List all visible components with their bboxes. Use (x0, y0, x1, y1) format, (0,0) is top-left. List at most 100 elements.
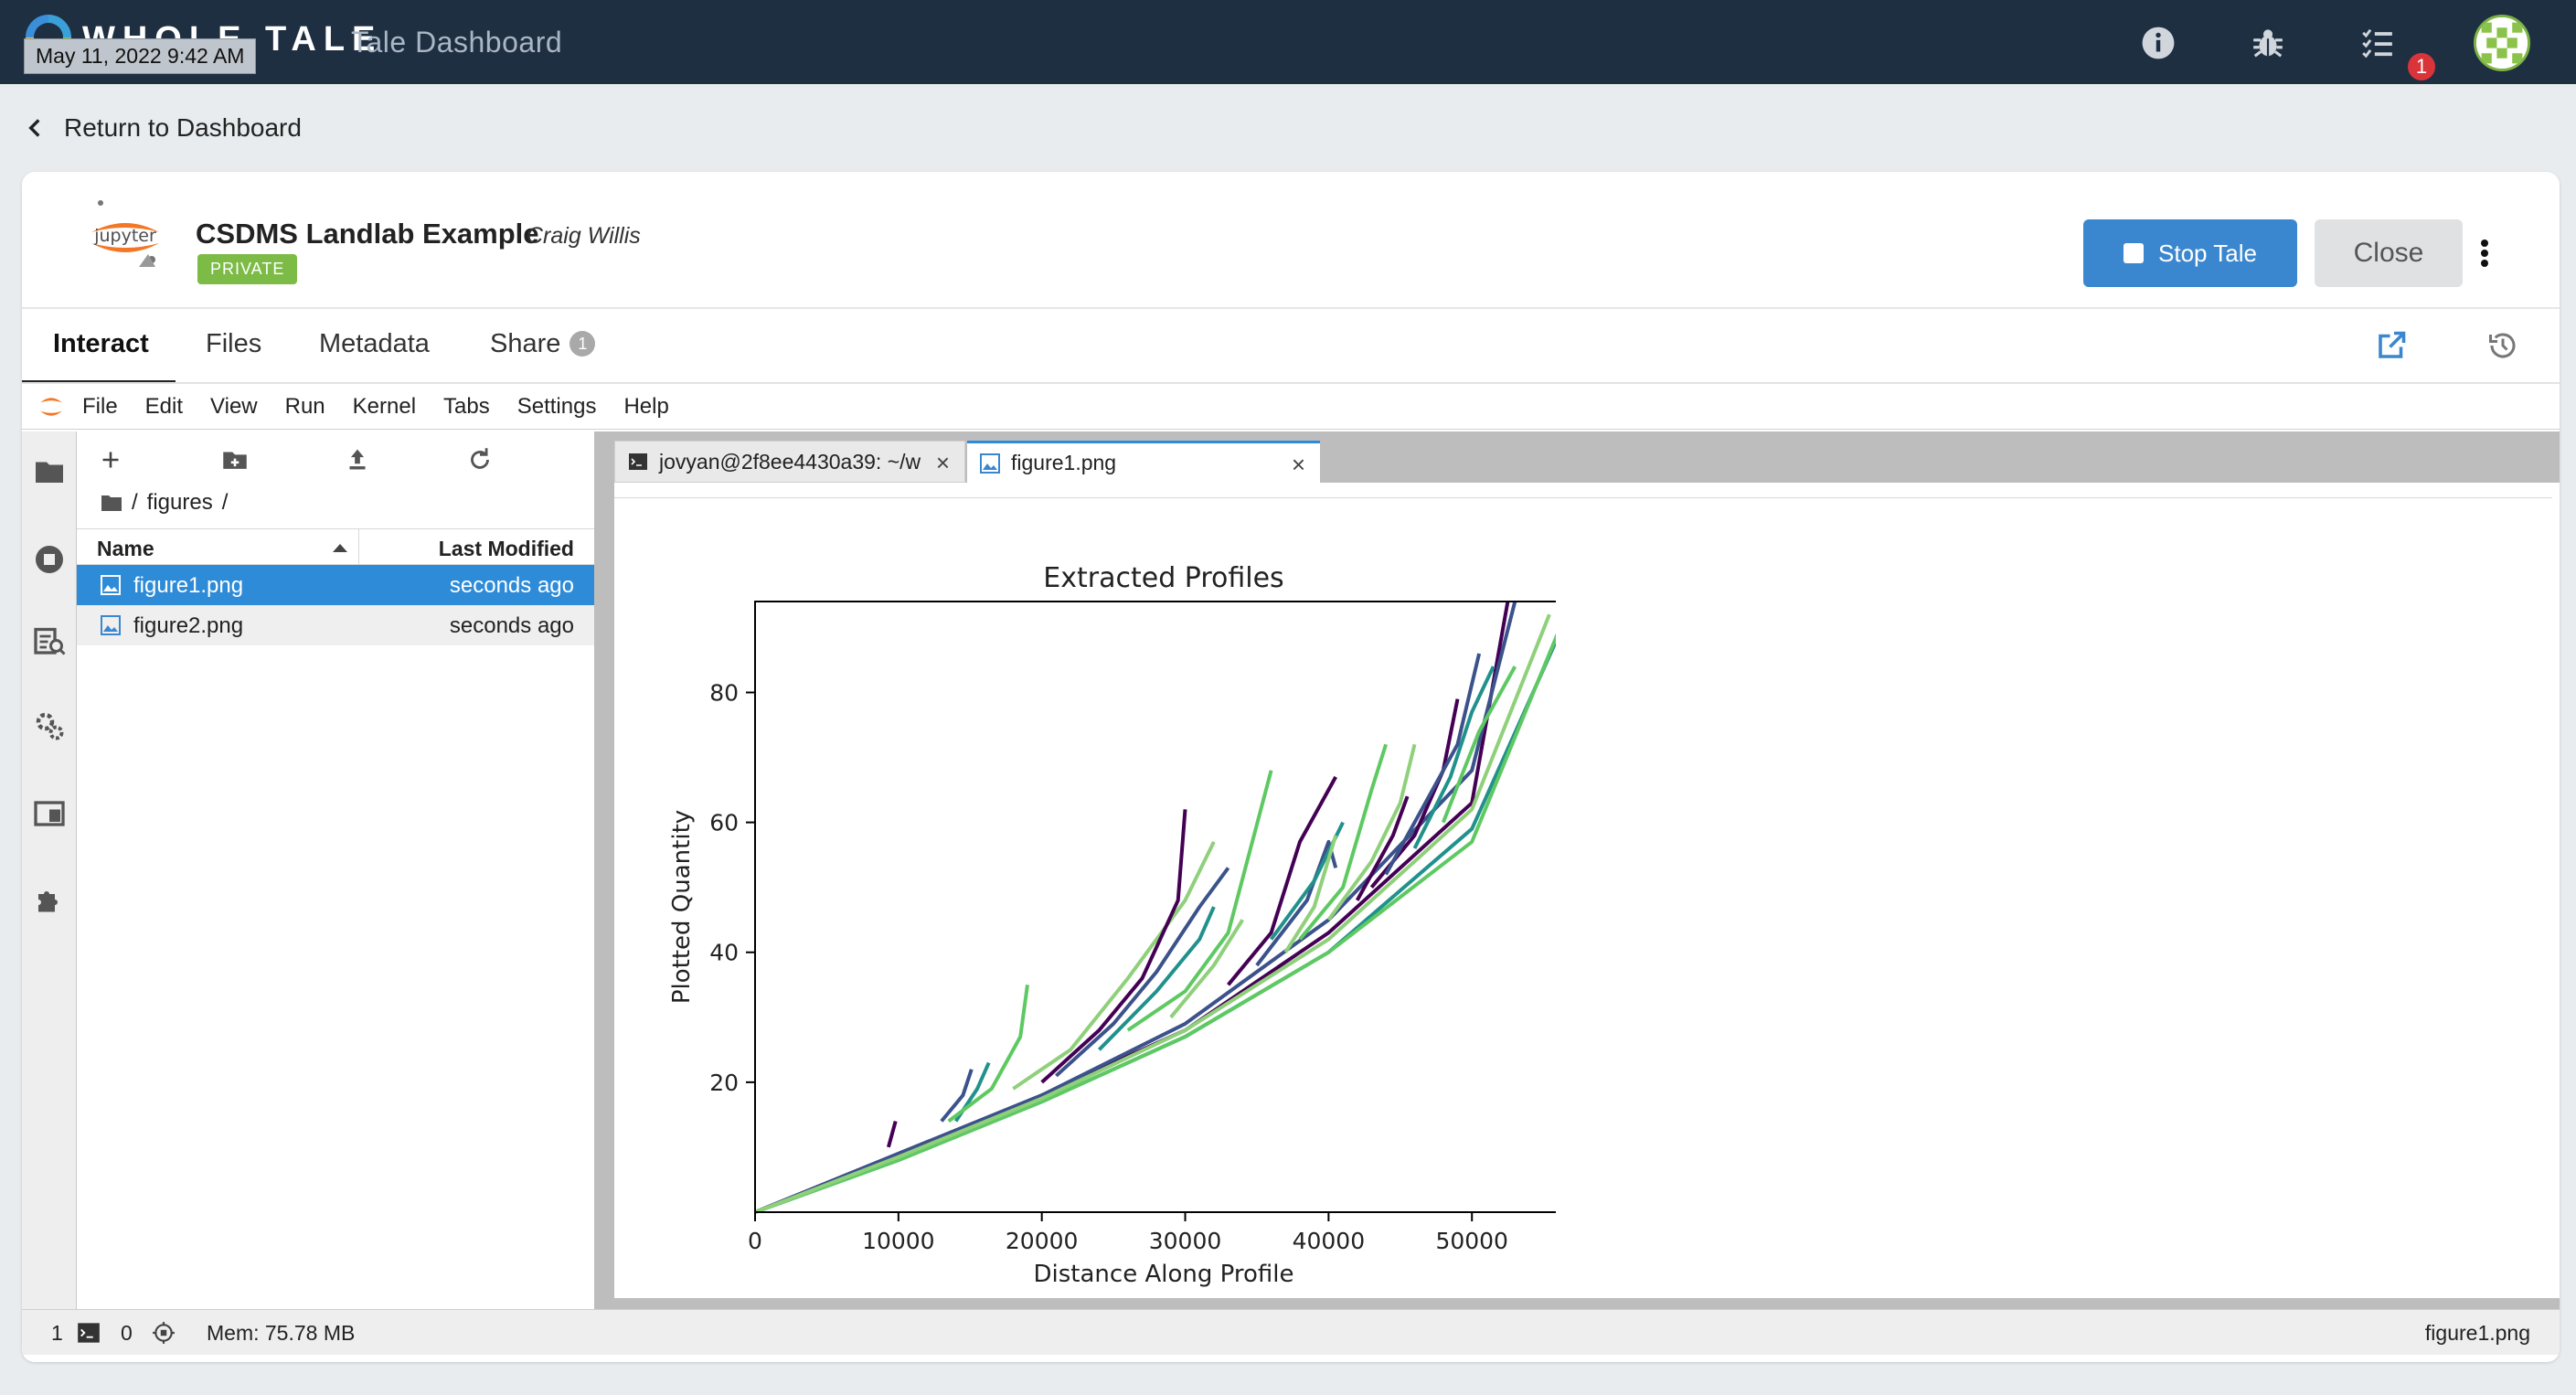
page-title: Tale Dashboard (351, 26, 563, 59)
menu-help[interactable]: Help (623, 393, 669, 419)
home-folder-icon[interactable] (101, 494, 122, 512)
image-file-icon (980, 453, 1000, 474)
close-tab-icon[interactable]: × (935, 449, 950, 476)
task-list-icon[interactable] (2360, 26, 2395, 60)
history-icon[interactable] (2486, 329, 2519, 362)
file-row[interactable]: figure1.png seconds ago (77, 565, 594, 605)
series-line (754, 601, 1517, 1214)
doc-tab-label: jovyan@2f8ee4430a39: ~/w (659, 449, 921, 474)
series-line (1055, 867, 1230, 1078)
tale-author: Craig Willis (527, 223, 641, 249)
info-icon[interactable] (2141, 26, 2176, 60)
sort-ascending-icon (333, 544, 347, 552)
x-tick-label: 40000 (1293, 1228, 1366, 1254)
new-launcher-icon[interactable] (95, 444, 126, 475)
visibility-badge: PRIVATE (197, 254, 298, 284)
tale-name: CSDMS Landlab Example (196, 218, 539, 250)
stop-tale-button[interactable]: Stop Tale (2083, 219, 2297, 287)
running-sessions-icon[interactable] (33, 543, 66, 576)
column-last-modified[interactable]: Last Modified (438, 537, 574, 560)
menu-run[interactable]: Run (284, 393, 325, 419)
x-tick-label: 0 (748, 1228, 762, 1254)
stop-tale-label: Stop Tale (2158, 239, 2257, 267)
column-name[interactable]: Name (97, 537, 154, 560)
return-link-label: Return to Dashboard (64, 113, 302, 142)
share-count-badge: 1 (569, 331, 596, 357)
chart-title: Extracted Profiles (1043, 562, 1283, 594)
extracted-profiles-chart: Extracted Profiles 0 10000 20000 30000 40000 5… (668, 562, 1556, 1288)
active-file-name: figure1.png (2424, 1321, 2530, 1345)
user-avatar[interactable] (2474, 15, 2530, 71)
menu-kernel[interactable]: Kernel (352, 393, 417, 419)
more-options-icon[interactable] (2481, 240, 2492, 271)
return-to-dashboard-link[interactable]: Return to Dashboard (27, 113, 302, 143)
jupyterlab-frame: File Edit View Run Kernel Tabs Settings … (22, 384, 2560, 1362)
menu-file[interactable]: File (82, 393, 118, 419)
upload-icon[interactable] (342, 444, 373, 475)
series-line (1298, 743, 1389, 941)
doc-tab-figure1[interactable]: figure1.png × (967, 441, 1320, 483)
menu-edit[interactable]: Edit (144, 393, 184, 419)
image-file-icon (101, 575, 121, 595)
y-tick-label: 40 (709, 940, 739, 966)
breadcrumb-separator: / (221, 490, 229, 515)
divider (22, 307, 2560, 309)
folder-icon[interactable] (33, 455, 66, 488)
file-name: figure2.png (133, 613, 244, 638)
series-line (1227, 775, 1337, 986)
y-tick-label: 80 (709, 679, 739, 706)
kernel-count[interactable]: 0 (121, 1321, 133, 1345)
open-tabs-icon[interactable] (33, 797, 66, 830)
menu-settings[interactable]: Settings (516, 393, 597, 419)
tab-files[interactable]: Files (206, 329, 262, 358)
x-tick-label: 10000 (862, 1228, 935, 1254)
open-external-icon[interactable] (2375, 329, 2408, 362)
tab-metadata[interactable]: Metadata (319, 329, 430, 358)
series-line (1169, 919, 1244, 1019)
series-line (1355, 795, 1410, 901)
series-line (1012, 841, 1216, 1091)
x-tick-label: 50000 (1435, 1228, 1508, 1254)
breadcrumb-root[interactable]: / (132, 490, 138, 515)
tab-interact[interactable]: Interact (53, 329, 149, 358)
series-line (1283, 835, 1338, 953)
jupyter-logo-icon: jupyter (91, 200, 159, 267)
breadcrumb-folder[interactable]: figures (146, 490, 213, 515)
property-inspector-icon[interactable] (33, 709, 66, 742)
kernel-icon (153, 1322, 175, 1344)
doc-tab-label: figure1.png (1011, 451, 1117, 474)
stop-icon (2124, 243, 2145, 263)
series-line (1384, 653, 1482, 876)
left-activity-bar (22, 431, 77, 1309)
bug-icon[interactable] (2251, 26, 2285, 60)
terminal-icon (78, 1323, 100, 1343)
series-line (1412, 666, 1496, 849)
menu-view[interactable]: View (210, 393, 258, 419)
tab-share[interactable]: Share 1 (490, 329, 596, 359)
chevron-left-icon (28, 119, 40, 137)
tale-card: jupyter CSDMS Landlab Example Craig Will… (22, 172, 2560, 1362)
command-palette-icon[interactable] (33, 625, 66, 658)
file-modified: seconds ago (449, 573, 574, 598)
file-row[interactable]: figure2.png seconds ago (77, 605, 594, 645)
new-folder-icon[interactable] (219, 444, 250, 475)
series-line (1097, 906, 1216, 1051)
doc-tab-terminal[interactable]: jovyan@2f8ee4430a39: ~/w × (614, 441, 965, 483)
series-line (886, 1120, 898, 1148)
menu-bar: File Edit View Run Kernel Tabs Settings … (22, 384, 2560, 430)
timestamp-overlay: May 11, 2022 9:42 AM (24, 38, 257, 74)
plot-frame (754, 601, 1556, 1213)
terminal-icon (629, 453, 647, 470)
menu-tabs[interactable]: Tabs (443, 393, 490, 419)
x-tick-label: 30000 (1149, 1228, 1222, 1254)
close-tab-icon[interactable]: × (1291, 451, 1305, 478)
notification-count-badge: 1 (2408, 53, 2435, 80)
close-button[interactable]: Close (2315, 219, 2463, 287)
series-line (754, 633, 1556, 1214)
x-tick-label: 20000 (1006, 1228, 1079, 1254)
refresh-icon[interactable] (464, 444, 495, 475)
terminal-count[interactable]: 1 (51, 1321, 63, 1345)
file-browser: / figures / Name Last Modified figure1.p… (77, 431, 603, 1309)
extensions-icon[interactable] (33, 883, 66, 916)
series-line (947, 985, 1029, 1123)
